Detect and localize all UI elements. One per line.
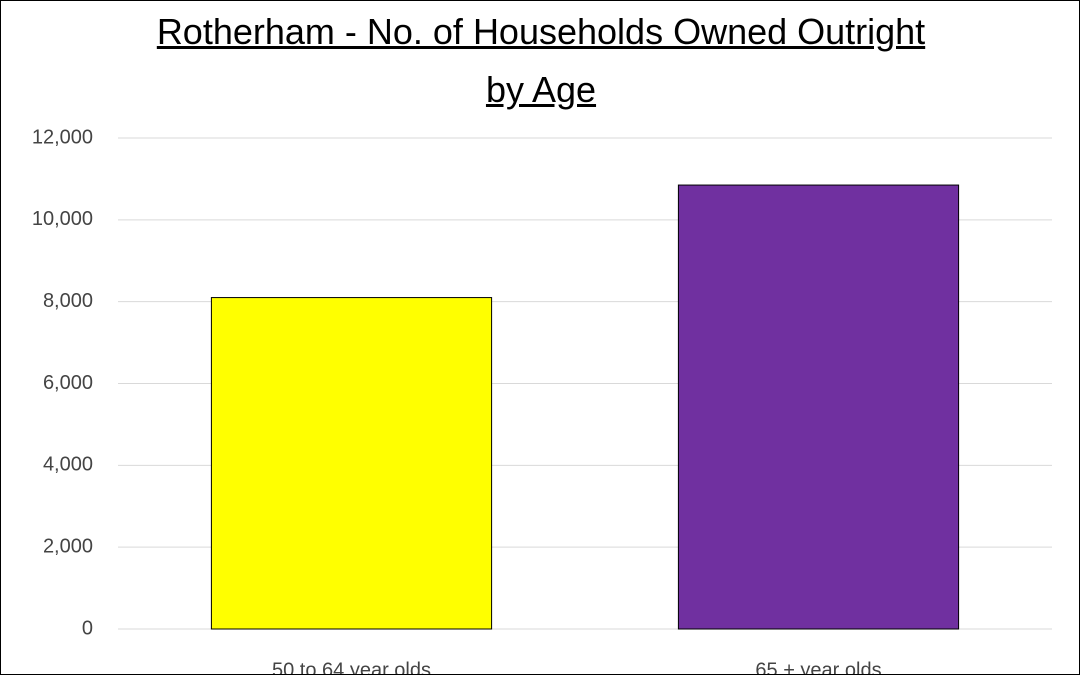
x-tick-label: 50 to 64 year olds (272, 659, 431, 674)
y-tick-label: 2,000 (43, 535, 93, 557)
chart-title: Rotherham - No. of Households Owned Outr… (156, 11, 926, 110)
bar (210, 297, 493, 630)
y-tick-label: 0 (82, 617, 93, 639)
y-tick-label: 6,000 (43, 372, 93, 394)
y-tick-label: 12,000 (32, 126, 93, 148)
bar (677, 184, 960, 630)
y-tick-label: 4,000 (43, 454, 93, 476)
y-tick-label: 10,000 (32, 208, 93, 230)
x-tick-label: 65 + year olds (755, 659, 881, 674)
y-tick-label: 8,000 (43, 290, 93, 312)
